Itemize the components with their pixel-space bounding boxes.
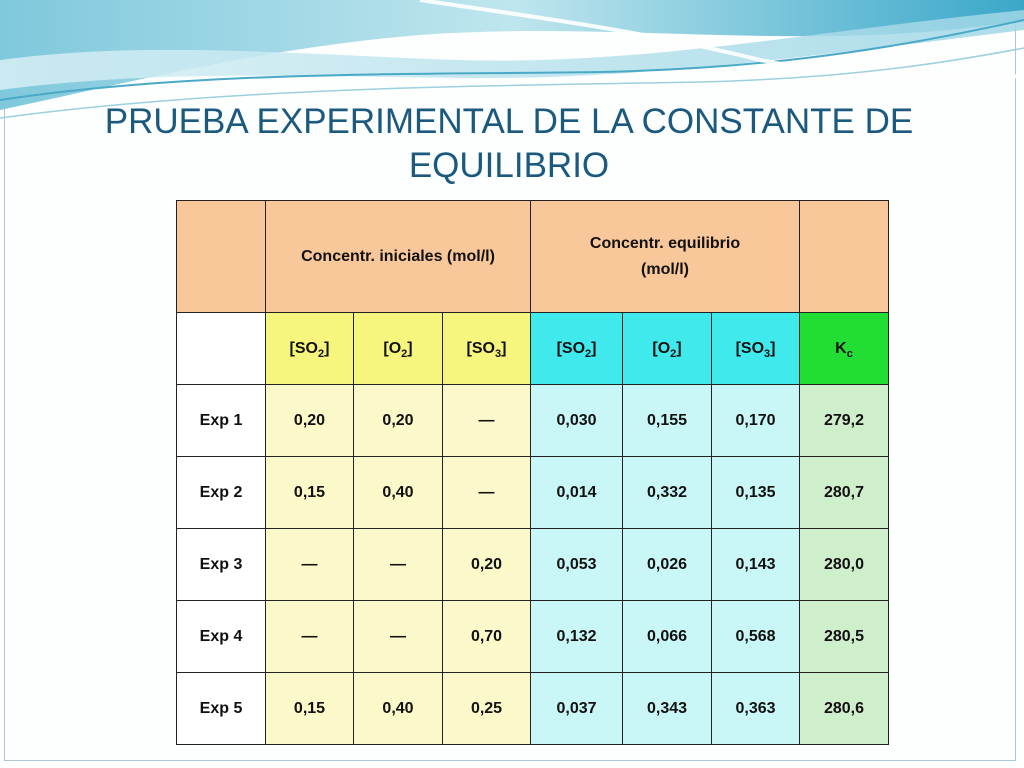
cell-initial-so2: 0,15	[265, 672, 354, 745]
table-row: Exp 3 — — 0,20 0,053 0,026 0,143 280,0	[176, 528, 890, 601]
row-label: Exp 3	[176, 528, 266, 601]
table-row: Exp 2 0,15 0,40 — 0,014 0,332 0,135 280,…	[176, 456, 890, 529]
equilibrium-table: Concentr. iniciales (mol/l) Concentr. eq…	[176, 200, 890, 745]
row-label: Exp 1	[176, 384, 266, 457]
cell-initial-so3: 0,70	[441, 600, 532, 673]
cell-kc: 280,6	[799, 672, 890, 745]
cell-initial-so3: 0,20	[441, 528, 532, 601]
cell-equilibrium-so2: 0,030	[530, 384, 624, 457]
header-equilibrium-concentrations: Concentr. equilibrio (mol/l)	[530, 200, 801, 313]
cell-initial-so2: 0,15	[265, 456, 354, 529]
table-row: Exp 1 0,20 0,20 — 0,030 0,155 0,170 279,…	[176, 384, 890, 457]
sub-header-equilibrium-o2: [O2]	[622, 312, 713, 385]
cell-equilibrium-o2: 0,026	[622, 528, 713, 601]
cell-equilibrium-o2: 0,332	[622, 456, 713, 529]
cell-kc: 280,7	[799, 456, 890, 529]
cell-equilibrium-so2: 0,132	[530, 600, 624, 673]
sub-header-initial-so2: [SO2]	[265, 312, 354, 385]
cell-equilibrium-o2: 0,066	[622, 600, 713, 673]
table-row: Exp 5 0,15 0,40 0,25 0,037 0,343 0,363 2…	[176, 672, 890, 745]
cell-initial-o2: —	[353, 600, 443, 673]
cell-initial-o2: 0,40	[353, 456, 443, 529]
cell-initial-so3: —	[441, 384, 532, 457]
title-line-2: EQUILIBRIO	[408, 146, 610, 185]
header-equilibrium-text: Concentr. equilibrio (mol/l)	[589, 234, 741, 278]
table-row: Exp 4 — — 0,70 0,132 0,066 0,568 280,5	[176, 600, 890, 673]
cell-equilibrium-so3: 0,143	[711, 528, 801, 601]
cell-kc: 279,2	[799, 384, 890, 457]
cell-equilibrium-so3: 0,363	[711, 672, 801, 745]
group-header-row: Concentr. iniciales (mol/l) Concentr. eq…	[176, 200, 890, 313]
wave-decoration	[0, 0, 1024, 119]
row-label: Exp 4	[176, 600, 266, 673]
sub-header-equilibrium-so3: [SO3]	[711, 312, 801, 385]
sub-header-row: [SO2] [O2] [SO3] [SO2] [O2] [SO3] Kc	[176, 312, 890, 385]
cell-equilibrium-o2: 0,343	[622, 672, 713, 745]
cell-equilibrium-o2: 0,155	[622, 384, 713, 457]
row-label: Exp 5	[176, 672, 266, 745]
cell-initial-so3: 0,25	[441, 672, 532, 745]
row-label: Exp 2	[176, 456, 266, 529]
cell-initial-o2: 0,20	[353, 384, 443, 457]
cell-initial-so3: —	[441, 456, 532, 529]
cell-initial-so2: —	[265, 528, 354, 601]
cell-equilibrium-so3: 0,170	[711, 384, 801, 457]
cell-initial-so2: —	[265, 600, 354, 673]
cell-equilibrium-so3: 0,568	[711, 600, 801, 673]
title-line-1: PRUEBA EXPERIMENTAL DE LA CONSTANTE DE	[104, 102, 914, 141]
cell-equilibrium-so2: 0,037	[530, 672, 624, 745]
cell-equilibrium-so3: 0,135	[711, 456, 801, 529]
cell-equilibrium-so2: 0,053	[530, 528, 624, 601]
sub-header-kc: Kc	[799, 312, 890, 385]
cell-kc: 280,5	[799, 600, 890, 673]
cell-initial-o2: 0,40	[353, 672, 443, 745]
sub-header-blank	[176, 312, 266, 385]
slide-title: PRUEBA EXPERIMENTAL DE LA CONSTANTE DE E…	[0, 100, 1018, 188]
cell-kc: 280,0	[799, 528, 890, 601]
cell-equilibrium-so2: 0,014	[530, 456, 624, 529]
sub-header-equilibrium-so2: [SO2]	[530, 312, 624, 385]
sub-header-initial-so3: [SO3]	[441, 312, 532, 385]
cell-initial-so2: 0,20	[265, 384, 354, 457]
sub-header-initial-o2: [O2]	[353, 312, 443, 385]
corner-cell	[176, 200, 266, 313]
header-initial-concentrations: Concentr. iniciales (mol/l)	[264, 200, 532, 313]
header-kc-blank	[799, 200, 890, 313]
cell-initial-o2: —	[353, 528, 443, 601]
